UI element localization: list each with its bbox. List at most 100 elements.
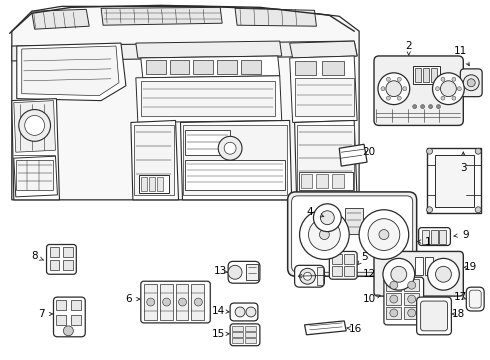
Bar xyxy=(139,175,169,193)
FancyBboxPatch shape xyxy=(466,287,484,311)
FancyBboxPatch shape xyxy=(228,261,260,283)
Bar xyxy=(56,300,66,310)
Polygon shape xyxy=(101,7,222,25)
Circle shape xyxy=(381,87,385,91)
Polygon shape xyxy=(294,121,357,200)
Bar xyxy=(296,125,354,195)
Bar xyxy=(415,257,422,275)
Bar xyxy=(332,174,344,188)
Text: 8: 8 xyxy=(31,251,38,261)
Circle shape xyxy=(299,268,316,284)
Polygon shape xyxy=(12,99,59,200)
Polygon shape xyxy=(12,41,357,61)
Bar xyxy=(63,260,74,270)
Text: 11: 11 xyxy=(454,46,467,56)
Polygon shape xyxy=(290,41,357,58)
Bar xyxy=(345,208,363,234)
Bar xyxy=(404,293,418,305)
Bar xyxy=(322,61,344,75)
Circle shape xyxy=(441,96,445,100)
Bar xyxy=(300,174,313,188)
Bar xyxy=(134,125,173,195)
Circle shape xyxy=(390,281,398,289)
Circle shape xyxy=(452,77,456,81)
Circle shape xyxy=(379,230,389,239)
Bar xyxy=(332,255,342,264)
Circle shape xyxy=(378,73,410,105)
Bar xyxy=(245,338,256,343)
FancyBboxPatch shape xyxy=(53,297,85,337)
Bar xyxy=(413,66,441,84)
Circle shape xyxy=(436,87,440,91)
Circle shape xyxy=(309,219,340,251)
Circle shape xyxy=(224,142,236,154)
FancyBboxPatch shape xyxy=(292,196,413,272)
Bar xyxy=(232,338,243,343)
Circle shape xyxy=(383,258,415,290)
Circle shape xyxy=(475,207,481,213)
Bar xyxy=(386,293,401,305)
Bar xyxy=(317,174,328,188)
Text: 6: 6 xyxy=(125,294,132,304)
Bar xyxy=(435,155,474,207)
Bar xyxy=(427,148,481,213)
Bar xyxy=(149,177,155,191)
Polygon shape xyxy=(22,46,119,96)
Text: 4: 4 xyxy=(306,207,313,217)
Bar xyxy=(72,315,81,325)
FancyBboxPatch shape xyxy=(329,251,357,279)
Bar xyxy=(49,260,59,270)
Circle shape xyxy=(420,105,425,109)
FancyBboxPatch shape xyxy=(374,56,464,125)
Circle shape xyxy=(359,210,409,260)
Bar xyxy=(146,60,166,74)
Bar xyxy=(175,284,189,320)
Circle shape xyxy=(390,309,398,317)
FancyBboxPatch shape xyxy=(416,297,451,335)
Bar xyxy=(157,177,163,191)
Text: 13: 13 xyxy=(214,266,227,276)
Circle shape xyxy=(457,87,461,91)
Circle shape xyxy=(314,204,341,231)
Bar xyxy=(232,332,243,337)
Bar xyxy=(294,61,317,75)
Text: 18: 18 xyxy=(452,309,465,319)
Circle shape xyxy=(413,105,416,109)
Polygon shape xyxy=(14,156,57,197)
FancyBboxPatch shape xyxy=(420,301,447,331)
Bar xyxy=(232,326,243,331)
Bar xyxy=(246,264,258,280)
Bar xyxy=(344,255,354,264)
Bar xyxy=(404,279,418,291)
Bar xyxy=(415,68,420,82)
Bar xyxy=(49,247,59,257)
Polygon shape xyxy=(305,321,346,335)
Circle shape xyxy=(19,109,50,141)
Circle shape xyxy=(441,81,456,96)
Text: 1: 1 xyxy=(425,237,432,247)
Bar xyxy=(421,230,429,243)
Bar xyxy=(318,267,323,285)
Bar xyxy=(170,60,190,74)
Circle shape xyxy=(441,77,445,81)
Circle shape xyxy=(178,298,187,306)
Circle shape xyxy=(397,96,401,100)
Circle shape xyxy=(475,148,481,154)
Text: 2: 2 xyxy=(405,41,412,51)
Bar xyxy=(404,307,418,319)
Bar xyxy=(431,68,437,82)
Circle shape xyxy=(408,309,416,317)
Bar xyxy=(144,284,157,320)
Bar xyxy=(192,284,204,320)
Bar xyxy=(56,315,66,325)
Polygon shape xyxy=(339,144,367,166)
Circle shape xyxy=(235,307,245,317)
Circle shape xyxy=(390,295,398,303)
Bar xyxy=(241,60,261,74)
Bar xyxy=(245,332,256,337)
Circle shape xyxy=(428,258,459,290)
Circle shape xyxy=(467,79,475,87)
Text: 16: 16 xyxy=(348,324,362,334)
Text: 5: 5 xyxy=(361,252,368,262)
Circle shape xyxy=(464,75,479,91)
